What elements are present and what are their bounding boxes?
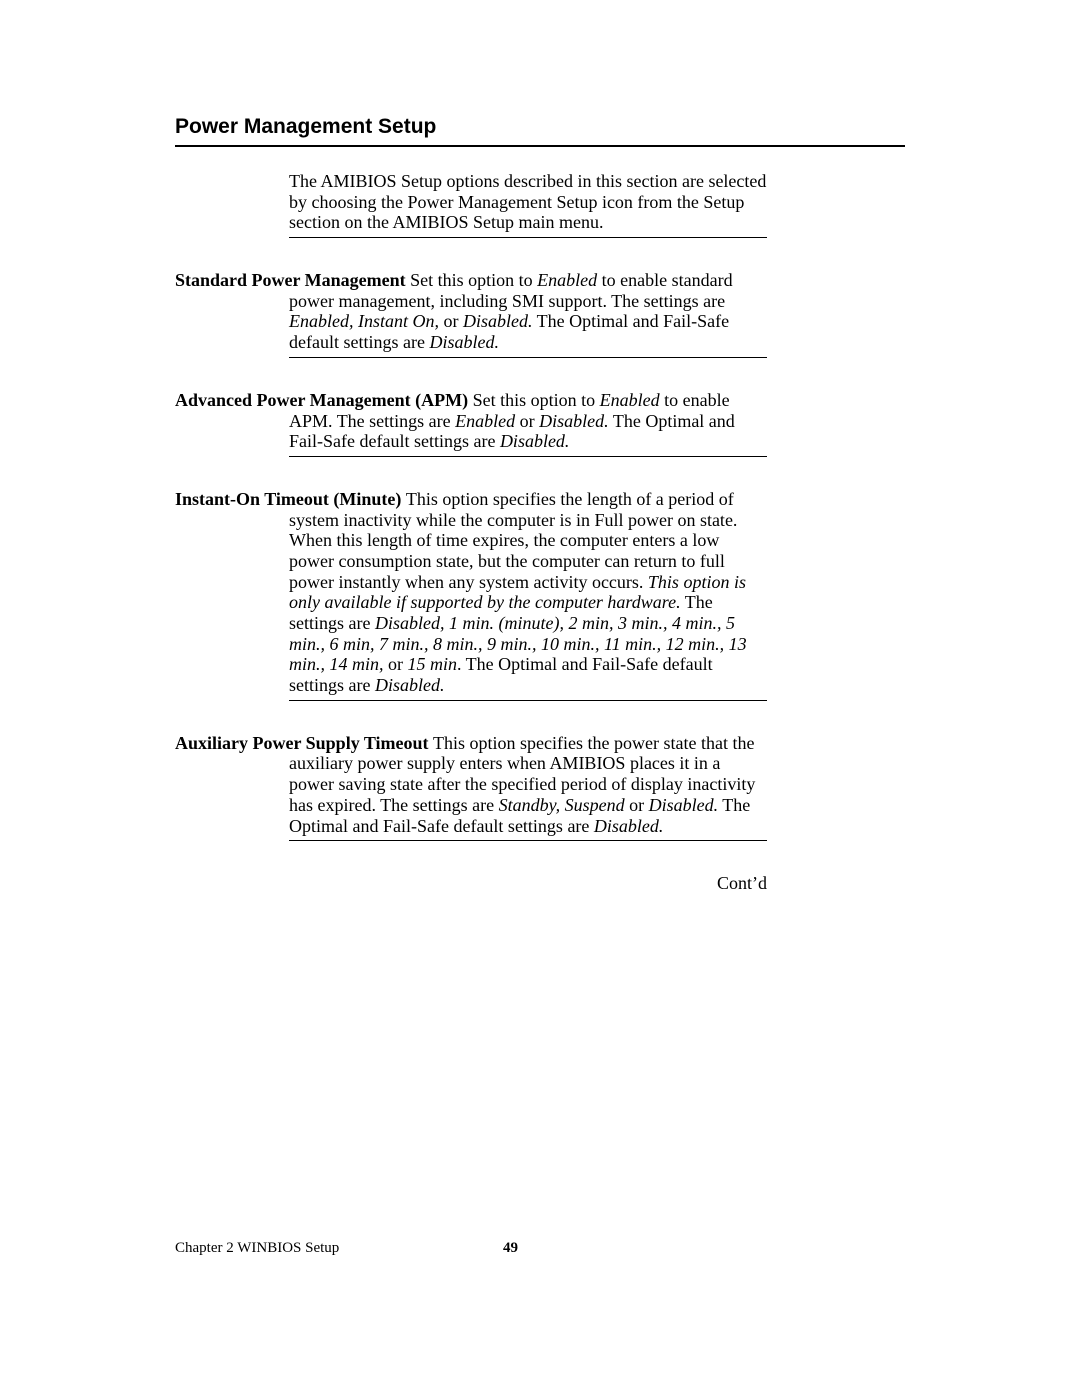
section-title: Power Management Setup xyxy=(175,115,905,147)
entry-body: Auxiliary Power Supply Timeout This opti… xyxy=(289,733,767,841)
entry-title: Auxiliary Power Supply Timeout xyxy=(175,733,433,753)
entry-description: This option specifies the length of a pe… xyxy=(289,489,747,695)
continued-label: Cont’d xyxy=(175,873,767,894)
intro-paragraph: The AMIBIOS Setup options described in t… xyxy=(289,171,767,238)
entry: Instant-On Timeout (Minute) This option … xyxy=(175,489,905,701)
entry-title: Advanced Power Management (APM) xyxy=(175,390,473,410)
footer-chapter: Chapter 2 WINBIOS Setup xyxy=(175,1240,339,1256)
entry-body: Advanced Power Management (APM) Set this… xyxy=(289,390,767,457)
entry: Standard Power Management Set this optio… xyxy=(175,270,905,358)
page-footer: Chapter 2 WINBIOS Setup 49 xyxy=(175,1240,905,1257)
entry: Advanced Power Management (APM) Set this… xyxy=(175,390,905,457)
entry-body: Instant-On Timeout (Minute) This option … xyxy=(289,489,767,701)
entries-container: Standard Power Management Set this optio… xyxy=(175,270,905,841)
entry: Auxiliary Power Supply Timeout This opti… xyxy=(175,733,905,841)
document-page: Power Management Setup The AMIBIOS Setup… xyxy=(0,0,1080,894)
entry-title: Instant-On Timeout (Minute) xyxy=(175,489,406,509)
entry-body: Standard Power Management Set this optio… xyxy=(289,270,767,358)
entry-title: Standard Power Management xyxy=(175,270,410,290)
footer-page-number: 49 xyxy=(503,1240,518,1257)
